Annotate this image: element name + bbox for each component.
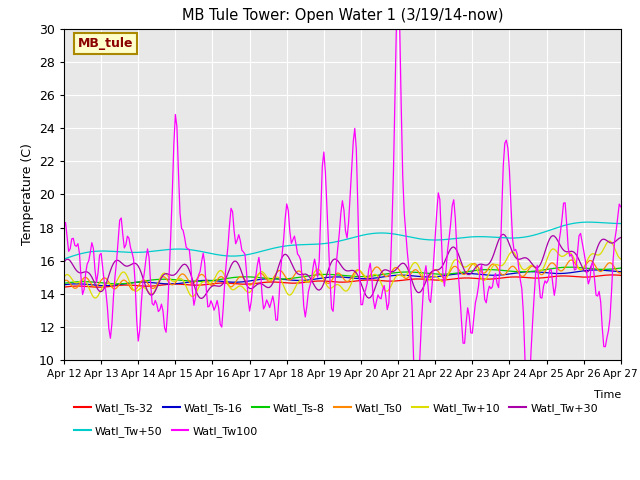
Watl_Tw+50 (60, 256, 68, 262)
Watl_Tw100 (60, 225, 68, 230)
Watl_Tw+30 (198, 296, 205, 301)
Watl_Tw+50 (549, 226, 557, 232)
Watl_Ts0 (165, 280, 173, 286)
Y-axis label: Temperature (C): Temperature (C) (20, 144, 33, 245)
Watl_Tw+30 (410, 282, 417, 288)
Watl_Ts-32 (550, 274, 558, 279)
Watl_Tw100 (377, 296, 385, 301)
Watl_Ts-16 (550, 271, 558, 276)
Watl_Ts0 (60, 278, 68, 284)
Watl_Tw+10 (617, 256, 625, 262)
Line: Watl_Ts-16: Watl_Ts-16 (64, 270, 621, 286)
Watl_Tw+10 (550, 246, 558, 252)
Watl_Ts-8 (115, 281, 122, 287)
Watl_Ts-32 (76, 283, 83, 289)
Watl_Tw100 (617, 204, 625, 210)
Watl_Ts-8 (566, 264, 573, 270)
Watl_Tw+50 (408, 235, 416, 240)
Watl_Ts-32 (60, 284, 68, 290)
Watl_Ts0 (410, 268, 417, 274)
Watl_Ts0 (568, 257, 575, 263)
Watl_Tw+30 (397, 261, 405, 267)
Watl_Tw100 (413, 424, 420, 430)
Watl_Ts-32 (410, 276, 417, 282)
Watl_Ts0 (397, 270, 405, 276)
Watl_Ts-8 (410, 269, 417, 275)
Watl_Tw+30 (60, 260, 68, 265)
Watl_Ts-32 (617, 273, 625, 278)
Line: Watl_Tw+30: Watl_Tw+30 (64, 234, 621, 299)
Watl_Tw+30 (552, 235, 559, 240)
Line: Watl_Tw+50: Watl_Tw+50 (64, 222, 621, 259)
Watl_Tw100 (164, 308, 172, 314)
Watl_Ts-8 (617, 265, 625, 271)
Text: Time: Time (593, 390, 621, 400)
Text: MB_tule: MB_tule (78, 37, 133, 50)
Watl_Tw+10 (606, 238, 614, 244)
Watl_Tw+30 (499, 231, 507, 237)
Watl_Tw+30 (76, 270, 83, 276)
Watl_Ts-16 (165, 281, 173, 287)
Watl_Ts0 (550, 261, 558, 267)
Watl_Ts-16 (397, 272, 405, 278)
Watl_Tw+50 (377, 230, 385, 236)
Watl_Tw100 (552, 283, 559, 288)
Line: Watl_Tw+10: Watl_Tw+10 (64, 241, 621, 298)
Watl_Tw+50 (584, 219, 592, 225)
Legend: Watl_Tw+50, Watl_Tw100: Watl_Tw+50, Watl_Tw100 (70, 422, 262, 442)
Watl_Ts-8 (550, 265, 558, 271)
Watl_Ts-8 (165, 276, 173, 282)
Watl_Ts-32 (608, 272, 616, 278)
Line: Watl_Ts0: Watl_Ts0 (64, 260, 621, 290)
Watl_Tw+50 (617, 221, 625, 227)
Watl_Tw+10 (410, 260, 417, 266)
Watl_Tw100 (76, 251, 83, 256)
Title: MB Tule Tower: Open Water 1 (3/19/14-now): MB Tule Tower: Open Water 1 (3/19/14-now… (182, 9, 503, 24)
Watl_Tw100 (397, 101, 405, 107)
Watl_Tw+30 (617, 235, 625, 240)
Watl_Tw+10 (76, 279, 83, 285)
Watl_Ts-16 (76, 281, 83, 287)
Watl_Tw+50 (76, 251, 83, 257)
Watl_Tw+10 (165, 275, 173, 281)
Watl_Tw+50 (164, 247, 172, 252)
Watl_Tw+10 (60, 275, 68, 280)
Watl_Ts0 (379, 270, 387, 276)
Line: Watl_Tw100: Watl_Tw100 (64, 0, 621, 427)
Watl_Ts-16 (617, 269, 625, 275)
Watl_Tw+10 (91, 295, 99, 301)
Watl_Tw100 (410, 354, 417, 360)
Watl_Ts-16 (592, 267, 600, 273)
Watl_Ts-16 (379, 274, 387, 280)
Line: Watl_Ts-8: Watl_Ts-8 (64, 267, 621, 284)
Watl_Tw+10 (397, 273, 405, 279)
Watl_Ts-16 (60, 282, 68, 288)
Watl_Tw+30 (164, 271, 172, 277)
Watl_Ts-32 (397, 277, 405, 283)
Watl_Ts0 (130, 288, 138, 293)
Watl_Ts-16 (410, 273, 417, 279)
Watl_Ts-32 (165, 281, 173, 287)
Watl_Ts-32 (379, 278, 387, 284)
Watl_Ts-32 (96, 284, 104, 290)
Watl_Ts-16 (102, 283, 109, 288)
Watl_Ts-8 (60, 280, 68, 286)
Watl_Ts-8 (397, 269, 405, 275)
Watl_Tw+30 (379, 268, 387, 274)
Watl_Ts0 (617, 270, 625, 276)
Watl_Ts-8 (379, 272, 387, 277)
Watl_Ts-8 (76, 279, 83, 285)
Line: Watl_Ts-32: Watl_Ts-32 (64, 275, 621, 287)
Watl_Ts0 (76, 281, 83, 287)
Watl_Tw+10 (379, 284, 387, 289)
Watl_Tw+50 (396, 232, 403, 238)
